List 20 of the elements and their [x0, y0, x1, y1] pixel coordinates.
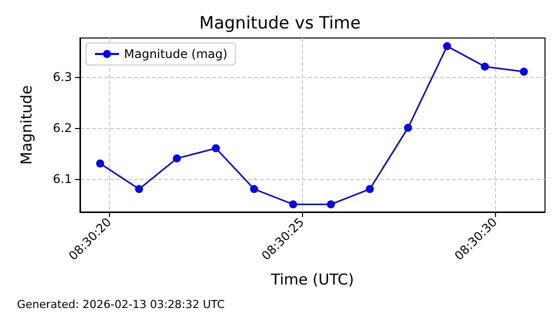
- point: [289, 200, 298, 208]
- text: Generated: 2026-02-13 03:28:32 UTC: [17, 298, 226, 311]
- y-tick-label: 6.2: [52, 120, 72, 135]
- chart-title: Magnitude vs Time: [199, 14, 361, 34]
- point: [172, 154, 181, 162]
- point: [366, 185, 374, 194]
- y-tick-label: 6.1: [52, 172, 72, 186]
- x-axis-title: Time (UTC): [270, 270, 354, 288]
- point: [404, 124, 412, 132]
- point: [135, 185, 144, 194]
- point: [96, 160, 104, 168]
- point: [212, 144, 220, 152]
- legend-label: Magnitude (mag): [124, 47, 228, 61]
- point: [520, 68, 528, 76]
- y-tick-label: 6.3: [52, 70, 72, 84]
- point: [480, 62, 489, 71]
- point: [250, 185, 258, 194]
- y-axis-title: Magnitude: [18, 85, 36, 165]
- point: [443, 42, 452, 50]
- point: [326, 200, 335, 208]
